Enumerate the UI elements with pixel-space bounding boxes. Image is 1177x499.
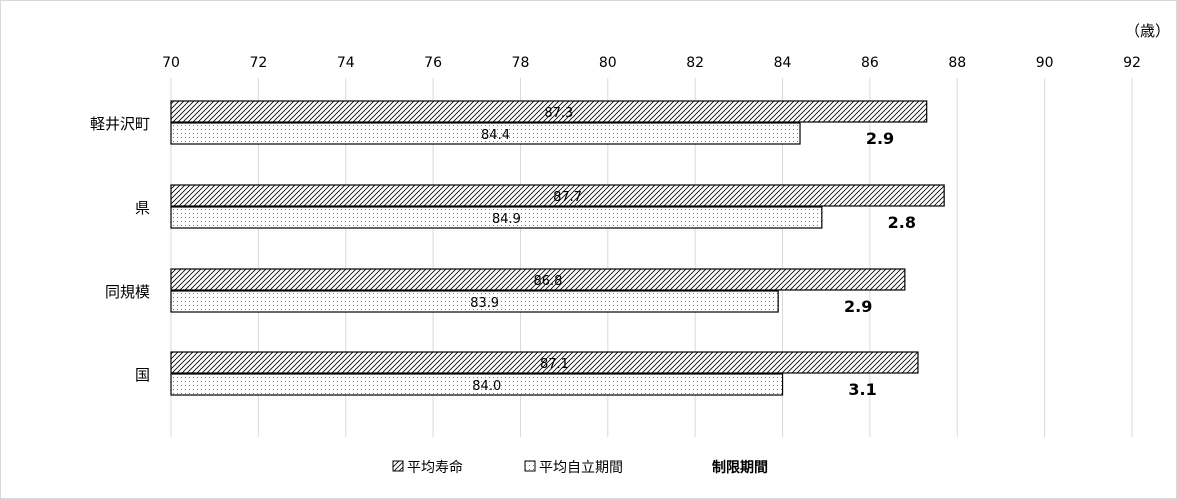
- legend-label-life-expectancy: 平均寿命: [407, 459, 463, 476]
- bar-life-expectancy: [170, 100, 928, 123]
- x-tick-label: 82: [686, 55, 704, 71]
- data-label-life-expectancy: 87.7: [553, 190, 582, 205]
- data-label-limited-period: 2.8: [888, 213, 916, 232]
- bar-life-expectancy: [170, 184, 945, 207]
- data-label-limited-period: 2.9: [866, 129, 894, 148]
- legend-label-independent-period: 平均自立期間: [539, 460, 623, 476]
- legend: 平均寿命 平均自立期間 制限期間: [392, 459, 768, 476]
- x-tick-label: 80: [599, 55, 617, 71]
- legend-swatch-independent-period: [524, 460, 536, 472]
- x-tick-label: 88: [948, 55, 966, 71]
- data-label-limited-period: 2.9: [844, 297, 872, 316]
- data-label-limited-period: 3.1: [848, 380, 876, 399]
- x-tick-label: 76: [424, 55, 442, 71]
- bar-life-expectancy: [170, 268, 906, 291]
- data-label-life-expectancy: 87.3: [544, 106, 573, 121]
- x-tick-label: 74: [337, 55, 355, 71]
- category-label: 県: [135, 199, 150, 217]
- x-tick-label: 92: [1123, 55, 1141, 71]
- bar-life-expectancy: [170, 351, 919, 374]
- bar-independent-period: [170, 206, 823, 229]
- data-label-independent-period: 84.4: [481, 128, 510, 143]
- data-label-independent-period: 84.0: [472, 379, 501, 394]
- x-tick-label: 90: [1036, 55, 1054, 71]
- data-label-life-expectancy: 87.1: [540, 357, 569, 372]
- bar-independent-period: [170, 122, 801, 145]
- data-label-independent-period: 84.9: [492, 212, 521, 227]
- unit-label: （歳）: [1125, 22, 1170, 40]
- legend-label-limited-period: 制限期間: [712, 459, 768, 476]
- bar-independent-period: [170, 373, 784, 396]
- category-label: 国: [135, 366, 150, 384]
- x-tick-label: 72: [249, 55, 267, 71]
- data-label-life-expectancy: 86.8: [533, 274, 562, 289]
- x-tick-label: 70: [162, 55, 180, 71]
- bar-independent-period: [170, 290, 779, 313]
- x-axis-ticks: 70 72 74 76 78 80 82 84 86 88 90 92: [162, 55, 1141, 71]
- x-tick-label: 84: [774, 55, 792, 71]
- data-label-independent-period: 83.9: [470, 296, 499, 311]
- x-tick-label: 78: [512, 55, 530, 71]
- x-tick-label: 86: [861, 55, 879, 71]
- bars: 87.3 84.4 2.9 87.7 84.9 2.8 86.8 83.9 2.9 87.1 84.…: [170, 100, 945, 399]
- category-label: 軽井沢町: [90, 115, 150, 133]
- category-label: 同規模: [105, 283, 150, 301]
- legend-swatch-life-expectancy: [392, 460, 404, 472]
